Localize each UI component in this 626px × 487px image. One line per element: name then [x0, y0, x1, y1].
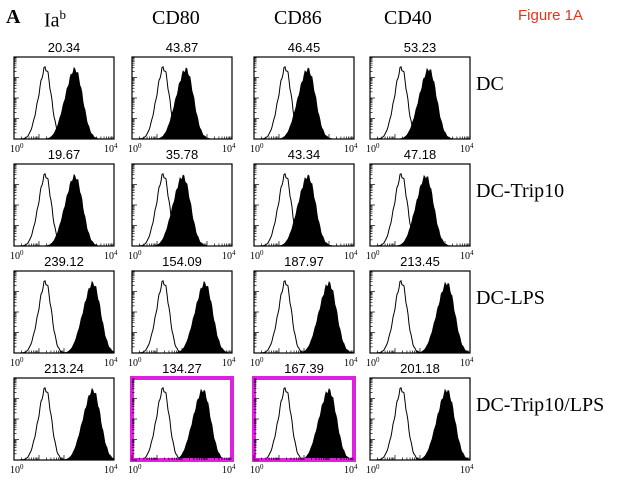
histogram-plot: 100 104 [10, 56, 118, 155]
mfi-value-label: 134.27 [162, 361, 202, 376]
stained-histogram [254, 174, 354, 247]
histogram-panel: 43.87 100 104 [128, 40, 236, 166]
mfi-value-label: 239.12 [44, 254, 84, 269]
column-header-cd80: CD80 [152, 7, 200, 29]
histogram-plot: 100 104 [10, 163, 118, 262]
stained-histogram [370, 281, 471, 354]
mfi-value-label: 187.97 [284, 254, 324, 269]
x-tick-label-min: 100 [128, 463, 142, 476]
stained-histogram [254, 388, 355, 461]
histogram-plot: 100 104 [128, 56, 236, 155]
stained-histogram [14, 66, 114, 140]
histogram-plot: 100 104 [366, 56, 474, 155]
histogram-panel: 35.78 100 104 [128, 147, 236, 273]
stained-histogram [254, 67, 354, 140]
mfi-value-label: 47.18 [403, 147, 437, 162]
x-tick-label-min: 100 [10, 463, 24, 476]
x-tick-label-max: 104 [104, 463, 118, 476]
panel-letter: A [6, 6, 21, 28]
mfi-value-label: 154.09 [162, 254, 202, 269]
histogram-plot: 100 104 [366, 377, 474, 476]
histogram-plot: 100 104 [128, 376, 236, 476]
column-header-cd86: CD86 [274, 7, 322, 29]
stained-histogram [132, 388, 233, 461]
histogram-panel: 43.34 100 104 [250, 147, 358, 273]
histogram-panel: 154.09 100 104 [128, 254, 236, 380]
x-tick-label-max: 104 [222, 463, 236, 476]
x-tick-label-max: 104 [460, 463, 474, 476]
histogram-plot: 100 104 [128, 163, 236, 262]
stained-histogram [132, 280, 233, 354]
histogram-panel: 53.23 100 104 [366, 40, 474, 166]
mfi-value-label: 43.87 [165, 40, 199, 55]
column-header-cd40: CD40 [384, 7, 432, 29]
row-label-dc-trip10: DC-Trip10 [476, 180, 565, 202]
mfi-value-label: 19.67 [47, 147, 81, 162]
histogram-panel: 201.18 100 104 [366, 361, 474, 487]
stained-histogram [14, 387, 115, 461]
row-label-dc-trip10-lps: DC-Trip10/LPS [476, 394, 605, 416]
histogram-plot: 100 104 [250, 270, 358, 369]
histogram-panel: 47.18 100 104 [366, 147, 474, 273]
stained-histogram [370, 388, 471, 461]
histogram-panel: 20.34 100 104 [10, 40, 118, 166]
stained-histogram [14, 280, 115, 354]
x-tick-label-min: 100 [366, 463, 380, 476]
histogram-panel: 46.45 100 104 [250, 40, 358, 166]
histogram-plot: 100 104 [250, 163, 358, 262]
row-label-dc: DC [476, 73, 504, 95]
x-tick-label-min: 100 [250, 463, 264, 476]
x-tick-label-max: 104 [344, 463, 358, 476]
mfi-value-label: 167.39 [284, 361, 324, 376]
stained-histogram [370, 174, 470, 247]
histogram-plot: 100 104 [366, 163, 474, 262]
stained-histogram [132, 67, 232, 140]
stained-histogram [132, 174, 232, 247]
histogram-panel: 187.97 100 104 [250, 254, 358, 380]
row-label-dc-lps: DC-LPS [476, 287, 545, 309]
histogram-plot: 100 104 [366, 270, 474, 369]
mfi-value-label: 201.18 [400, 361, 440, 376]
mfi-value-label: 53.23 [403, 40, 437, 55]
histogram-plot: 100 104 [250, 56, 358, 155]
mfi-value-label: 43.34 [287, 147, 321, 162]
histogram-panel: 19.67 100 104 [10, 147, 118, 273]
figure-title: Figure 1A [518, 7, 584, 24]
stained-histogram [370, 67, 470, 140]
column-header-iab: Iab [44, 7, 67, 32]
mfi-value-label: 213.45 [400, 254, 440, 269]
histogram-panel: 167.39 100 104 [250, 361, 358, 487]
histogram-panel: 134.27 100 104 [128, 361, 236, 487]
stained-histogram [254, 281, 355, 354]
mfi-value-label: 213.24 [44, 361, 84, 376]
histogram-panel: 213.45 100 104 [366, 254, 474, 380]
histogram-plot: 100 104 [250, 376, 358, 476]
mfi-value-label: 46.45 [287, 40, 321, 55]
histogram-plot: 100 104 [10, 377, 118, 476]
histogram-plot: 100 104 [128, 270, 236, 369]
stained-histogram [14, 173, 114, 247]
histogram-panel: 239.12 100 104 [10, 254, 118, 380]
histogram-plot: 100 104 [10, 270, 118, 369]
mfi-value-label: 20.34 [47, 40, 81, 55]
mfi-value-label: 35.78 [165, 147, 199, 162]
histogram-panel: 213.24 100 104 [10, 361, 118, 487]
